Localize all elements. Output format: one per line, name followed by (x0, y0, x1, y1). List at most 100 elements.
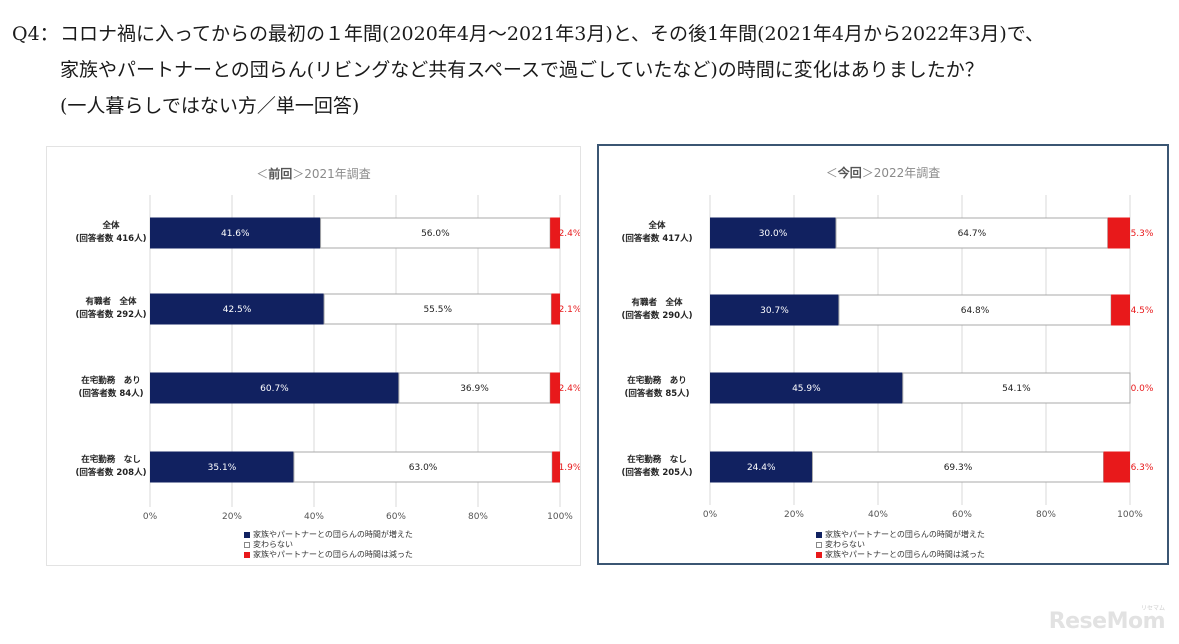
bar-increased (150, 293, 325, 325)
category-sublabel: (回答者数 84人) (78, 388, 143, 399)
x-tick-label: 0% (143, 512, 158, 522)
bar-increased (710, 294, 839, 326)
x-tick-label: 80% (1036, 510, 1056, 520)
bar-unchanged (838, 294, 1112, 326)
x-tick-label: 40% (304, 512, 324, 522)
x-tick-label: 60% (952, 510, 972, 520)
x-tick-label: 80% (468, 512, 488, 522)
x-tick-label: 40% (868, 510, 888, 520)
data-label-unchanged: 69.3% (944, 463, 973, 473)
data-label-unchanged: 55.5% (423, 305, 452, 315)
category-sublabel: (回答者数 292人) (76, 309, 147, 320)
data-label-decreased: 2.1% (559, 305, 580, 315)
x-tick-label: 20% (784, 510, 804, 520)
data-label-unchanged: 64.8% (961, 306, 990, 316)
chart-plot-2021: 0% 20% 40% 60% 80% 100% 全体 (回答者数 416人) 41.6% 56.0… (76, 195, 580, 522)
legend-swatch-increased (816, 532, 822, 538)
x-tick-label: 20% (222, 512, 242, 522)
legend-item-decreased: 家族やパートナーとの団らんの時間は減った (816, 550, 985, 560)
bar-unchanged (398, 372, 551, 404)
category-sublabel: (回答者数 208人) (76, 467, 147, 478)
chart-plot-2022: 0% 20% 40% 60% 80% 100% 全体 (回答者数 417人) 30.0% 64.7… (622, 195, 1154, 520)
category-label: 有職者 全体 (85, 296, 137, 307)
chart-panel-2022: ＜今回＞2022年調査 0% 20% 40% 60% 80% 100% 全体 (回答者数 41… (597, 144, 1169, 565)
bar-decreased (1103, 451, 1130, 483)
category-sublabel: (回答者数 85人) (624, 388, 689, 399)
legend-swatch-decreased (244, 552, 250, 558)
legend-2021: 家族やパートナーとの団らんの時間が増えた 変わらない 家族やパートナーとの団らん… (244, 530, 413, 560)
category-label: 在宅勤務 なし (81, 454, 141, 465)
category-sublabel: (回答者数 205人) (622, 467, 693, 478)
bar-unchanged (835, 217, 1109, 249)
legend-swatch-increased (244, 532, 250, 538)
bar-increased (150, 372, 399, 404)
question-text-1: コロナ禍に入ってからの最初の１年間(2020年4月～2021年3月)と、その後1… (60, 23, 1045, 45)
category-label: 在宅勤務 あり (81, 375, 141, 386)
category-sublabel: (回答者数 290人) (622, 310, 693, 321)
data-label-increased: 60.7% (260, 384, 289, 394)
category-sublabel: (回答者数 416人) (76, 233, 147, 244)
question-line-1: Q4：コロナ禍に入ってからの最初の１年間(2020年4月～2021年3月)と、そ… (12, 16, 1172, 52)
resemom-logo: ReseMom リセマム (1048, 605, 1166, 634)
bar-unchanged (811, 451, 1105, 483)
bar-unchanged (293, 451, 553, 483)
legend-swatch-unchanged (244, 542, 250, 548)
data-label-unchanged: 64.7% (958, 229, 987, 239)
category-label: 在宅勤務 あり (627, 375, 687, 386)
chart-panel-2021: ＜前回＞2021年調査 0% 20% 40% 60% 80% 100% 全体 (回答者数 41… (46, 146, 581, 566)
question-line-3: (一人暮らしではない方／単一回答) (60, 95, 360, 117)
data-label-decreased: 2.4% (559, 384, 580, 394)
data-label-increased: 30.0% (759, 229, 788, 239)
data-label-unchanged: 54.1% (1002, 384, 1031, 394)
bar-decreased (551, 293, 560, 325)
data-label-decreased: 6.3% (1131, 463, 1154, 473)
data-label-increased: 41.6% (221, 229, 250, 239)
data-label-decreased: 2.4% (559, 229, 580, 239)
question: Q4：コロナ禍に入ってからの最初の１年間(2020年4月～2021年3月)と、そ… (12, 16, 1172, 124)
bar-decreased (1111, 294, 1130, 326)
bar-increased (150, 217, 321, 249)
x-tick-label: 60% (386, 512, 406, 522)
chart-title-2021: ＜前回＞2021年調査 (256, 167, 371, 181)
question-line-2: 家族やパートナーとの団らん(リビングなど共有スペースで過ごしていたなど)の時間に… (60, 59, 984, 81)
data-label-decreased: 4.5% (1131, 306, 1154, 316)
bar-unchanged (323, 293, 552, 325)
category-label: 有職者 全体 (631, 297, 683, 308)
data-label-decreased: 0.0% (1131, 384, 1154, 394)
chart-title-2022: ＜今回＞2022年調査 (825, 166, 941, 180)
data-label-unchanged: 56.0% (421, 229, 450, 239)
bar-decreased (550, 372, 560, 404)
category-label: 全体 (101, 220, 120, 231)
data-label-unchanged: 36.9% (460, 384, 489, 394)
x-tick-label: 0% (703, 510, 718, 520)
bar-decreased (550, 217, 560, 249)
category-label: 全体 (647, 220, 666, 231)
data-label-increased: 24.4% (747, 463, 776, 473)
bar-increased (710, 451, 813, 483)
bar-increased (150, 451, 294, 483)
legend-swatch-decreased (816, 552, 822, 558)
bar-decreased (552, 451, 560, 483)
x-tick-label: 100% (1117, 510, 1143, 520)
bar-decreased (1107, 217, 1130, 249)
legend-swatch-unchanged (816, 542, 822, 548)
legend-item-decreased: 家族やパートナーとの団らんの時間は減った (244, 550, 413, 560)
data-label-unchanged: 63.0% (409, 463, 438, 473)
bar-unchanged (902, 372, 1131, 404)
legend-2022: 家族やパートナーとの団らんの時間が増えた 変わらない 家族やパートナーとの団らん… (816, 530, 985, 560)
data-label-increased: 45.9% (792, 384, 821, 394)
legend-item-increased: 家族やパートナーとの団らんの時間が増えた (816, 530, 985, 540)
data-label-increased: 42.5% (223, 305, 252, 315)
data-label-increased: 35.1% (208, 463, 237, 473)
x-tick-label: 100% (547, 512, 573, 522)
bar-increased (710, 372, 903, 404)
legend-item-unchanged: 変わらない (816, 540, 985, 550)
question-number: Q4： (12, 23, 59, 45)
legend-item-unchanged: 変わらない (244, 540, 413, 550)
category-label: 在宅勤務 なし (627, 454, 687, 465)
data-label-decreased: 5.3% (1131, 229, 1154, 239)
data-label-increased: 30.7% (760, 306, 789, 316)
data-label-decreased: 1.9% (559, 463, 580, 473)
category-sublabel: (回答者数 417人) (622, 233, 693, 244)
legend-item-increased: 家族やパートナーとの団らんの時間が増えた (244, 530, 413, 540)
